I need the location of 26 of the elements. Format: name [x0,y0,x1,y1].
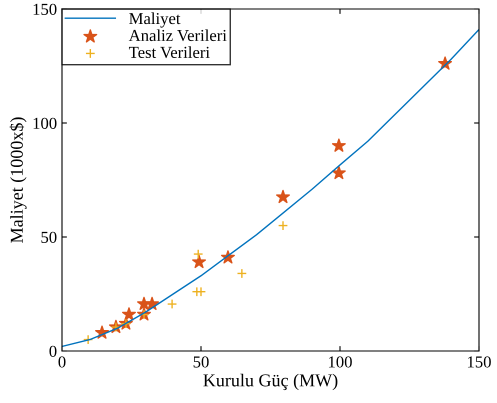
legend-label: Maliyet [129,12,180,28]
legend-label: Analiz Verileri [128,29,227,42]
point [236,268,247,279]
point [192,254,206,268]
x-axis-title: Kurulu Güç (MW) [203,374,338,390]
x-tick-label: 0 [58,356,66,368]
point [278,220,288,231]
point [193,249,204,260]
point [332,138,346,152]
y-tick-label: 150 [34,4,57,15]
point [120,318,132,329]
x-tick-label: 100 [328,356,352,368]
line-series [62,28,479,348]
x-tick-label: 150 [468,356,491,368]
point [167,298,178,310]
point [145,296,160,310]
y-tick-label: 100 [34,118,57,129]
point [276,190,290,204]
legend-label: Test Verileri [128,46,210,58]
y-axis-title: Maliyet (1000x$) [10,117,27,243]
point [83,334,94,345]
y-tick-label: 0 [49,346,57,357]
point [122,307,136,321]
point [332,166,346,180]
y-tick-label: 50 [41,232,57,243]
x-tick-label: 50 [194,356,209,368]
